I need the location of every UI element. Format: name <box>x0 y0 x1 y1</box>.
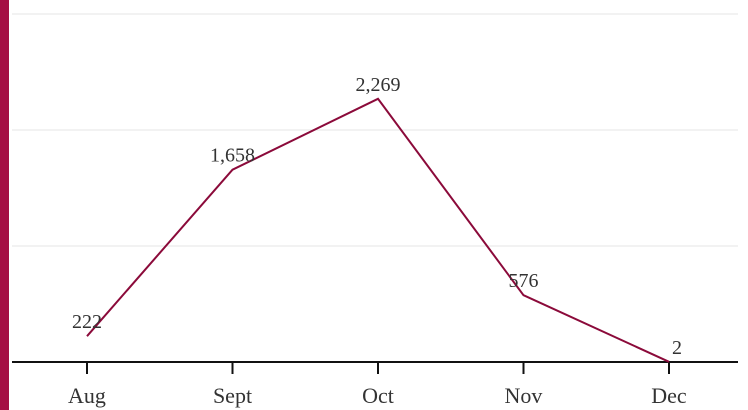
data-label: 576 <box>509 270 539 292</box>
series-line <box>86 97 670 363</box>
x-tick-labels: Aug Sept Oct Nov Dec <box>68 383 687 408</box>
x-ticks <box>86 362 670 374</box>
x-tick-label: Aug <box>68 383 106 408</box>
left-accent-bar <box>0 0 9 410</box>
x-tick-label: Sept <box>213 383 252 408</box>
x-tick-label: Oct <box>362 383 394 408</box>
x-tick-label: Dec <box>651 383 687 408</box>
data-labels: 222 1,658 2,269 576 2 <box>72 74 682 359</box>
x-tick-label: Nov <box>505 383 543 408</box>
data-label: 2,269 <box>356 74 401 96</box>
data-label: 222 <box>72 311 102 333</box>
grid-lines <box>12 13 738 247</box>
data-label: 2 <box>672 337 682 359</box>
data-label: 1,658 <box>210 145 255 167</box>
